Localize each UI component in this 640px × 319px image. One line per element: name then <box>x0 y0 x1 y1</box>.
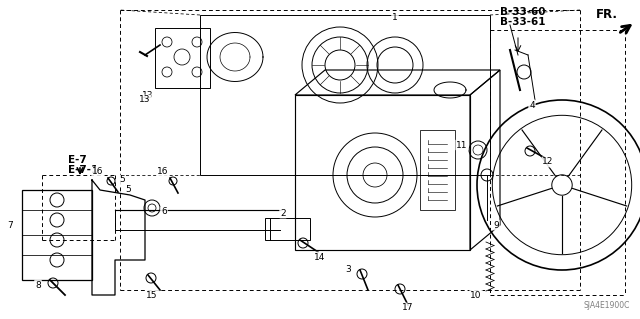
Text: 13: 13 <box>140 95 151 105</box>
Text: E-7-1: E-7-1 <box>68 165 99 175</box>
Text: 3: 3 <box>345 265 351 275</box>
Text: 9: 9 <box>493 220 499 229</box>
Text: B-33-61: B-33-61 <box>500 17 545 27</box>
Bar <box>22 190 92 280</box>
Bar <box>295 95 470 250</box>
Text: FR.: FR. <box>596 9 618 21</box>
Text: 5: 5 <box>125 186 131 195</box>
Text: E-7: E-7 <box>68 155 87 165</box>
Text: 1: 1 <box>392 13 398 23</box>
Text: 15: 15 <box>147 291 157 300</box>
Bar <box>265 218 310 240</box>
Bar <box>420 130 455 210</box>
Bar <box>200 15 490 175</box>
Text: 4: 4 <box>529 100 535 109</box>
Text: 6: 6 <box>161 207 167 217</box>
Text: 16: 16 <box>157 167 169 176</box>
Text: 8: 8 <box>35 280 41 290</box>
Text: 14: 14 <box>314 253 326 262</box>
Text: 2: 2 <box>280 209 286 218</box>
Text: 5: 5 <box>119 175 125 184</box>
Text: 7: 7 <box>7 220 13 229</box>
Text: SJA4E1900C: SJA4E1900C <box>584 301 630 310</box>
Text: 11: 11 <box>456 140 468 150</box>
Text: 16: 16 <box>92 167 104 176</box>
Bar <box>155 28 210 88</box>
Text: 12: 12 <box>542 158 554 167</box>
Text: 10: 10 <box>470 291 482 300</box>
Text: 17: 17 <box>403 303 413 313</box>
Text: B-33-60: B-33-60 <box>500 7 545 17</box>
Text: 13: 13 <box>142 91 154 100</box>
